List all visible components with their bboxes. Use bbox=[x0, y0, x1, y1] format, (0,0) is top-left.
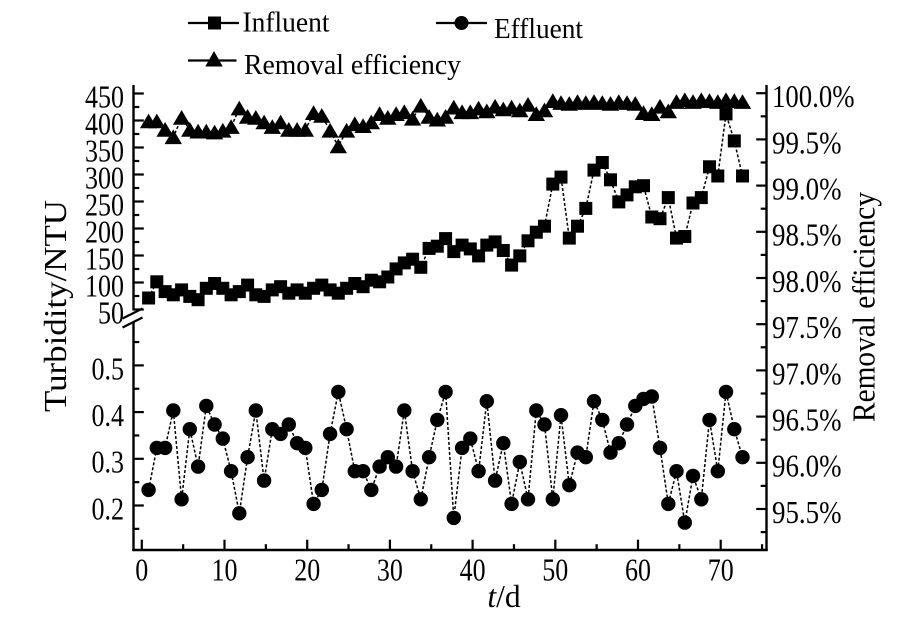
svg-text:300: 300 bbox=[85, 160, 124, 195]
svg-text:60: 60 bbox=[625, 553, 651, 588]
svg-text:99.0%: 99.0% bbox=[772, 172, 842, 207]
svg-text:350: 350 bbox=[85, 133, 124, 168]
svg-text:0.3: 0.3 bbox=[92, 445, 125, 480]
svg-text:Influent: Influent bbox=[243, 8, 330, 39]
svg-text:100.0%: 100.0% bbox=[772, 79, 855, 114]
svg-text:40: 40 bbox=[460, 553, 486, 588]
svg-text:98.0%: 98.0% bbox=[772, 264, 842, 299]
svg-text:0.2: 0.2 bbox=[92, 491, 125, 526]
svg-text:450: 450 bbox=[85, 79, 124, 114]
svg-text:10: 10 bbox=[212, 553, 238, 588]
svg-text:50: 50 bbox=[98, 295, 124, 330]
svg-text:70: 70 bbox=[708, 553, 734, 588]
svg-text:t/d: t/d bbox=[487, 579, 521, 614]
svg-text:400: 400 bbox=[85, 106, 124, 141]
svg-text:Removal efficiency: Removal efficiency bbox=[244, 50, 461, 81]
svg-text:100: 100 bbox=[85, 268, 124, 303]
svg-text:50: 50 bbox=[542, 553, 568, 588]
svg-text:99.5%: 99.5% bbox=[772, 125, 842, 160]
svg-text:250: 250 bbox=[85, 187, 124, 222]
svg-text:97.5%: 97.5% bbox=[772, 310, 842, 345]
svg-text:96.0%: 96.0% bbox=[772, 449, 842, 484]
svg-text:0: 0 bbox=[135, 553, 148, 588]
svg-text:20: 20 bbox=[294, 553, 320, 588]
svg-text:Turbidity/NTU: Turbidity/NTU bbox=[37, 200, 73, 412]
svg-text:150: 150 bbox=[85, 241, 124, 276]
svg-text:200: 200 bbox=[85, 214, 124, 249]
svg-text:96.5%: 96.5% bbox=[772, 403, 842, 438]
svg-text:95.5%: 95.5% bbox=[772, 495, 842, 530]
svg-text:Effluent: Effluent bbox=[494, 14, 583, 45]
svg-text:97.0%: 97.0% bbox=[772, 356, 842, 391]
svg-text:98.5%: 98.5% bbox=[772, 218, 842, 253]
svg-text:0.4: 0.4 bbox=[92, 398, 125, 433]
svg-text:30: 30 bbox=[377, 553, 403, 588]
svg-text:Removal efficiency: Removal efficiency bbox=[846, 192, 882, 422]
svg-text:0.5: 0.5 bbox=[92, 351, 125, 386]
